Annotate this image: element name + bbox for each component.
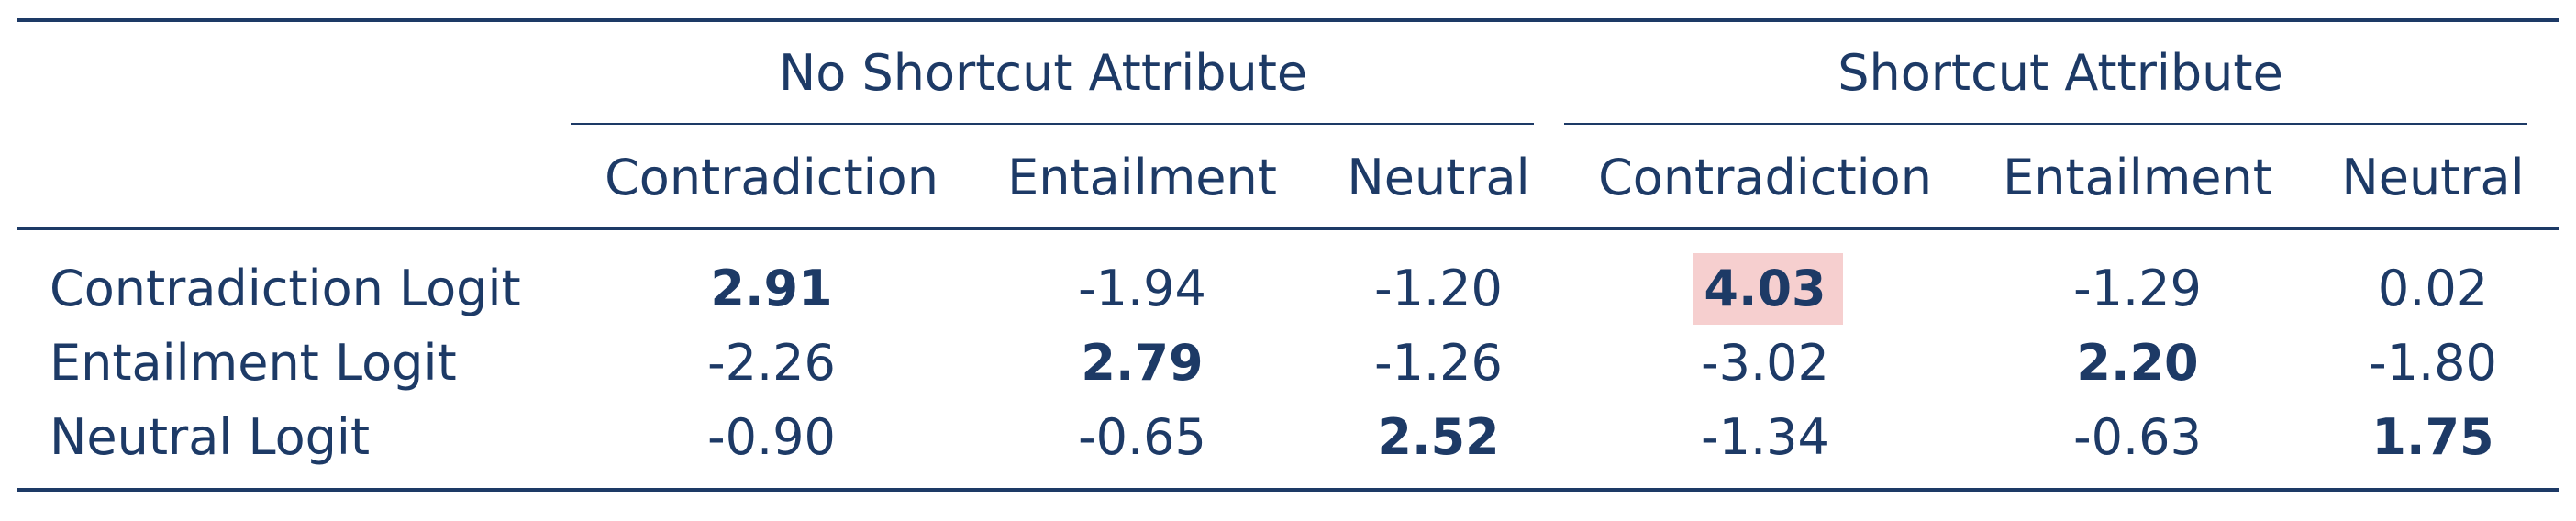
col-header-entailment-2: Entailment (2003, 149, 2272, 206)
table-cell: -1.94 (1078, 260, 1206, 317)
table-cell: -1.20 (1374, 260, 1503, 317)
table-cell: -1.80 (2369, 334, 2497, 392)
group-header-shortcut: Shortcut Attribute (1838, 44, 2283, 102)
table-cell: -3.02 (1701, 334, 1829, 392)
top-rule (17, 18, 2559, 22)
table-cell: -1.26 (1374, 334, 1503, 392)
table-cell: 1.75 (2371, 408, 2494, 466)
table-cell: -1.29 (2073, 260, 2202, 317)
table-cell: -0.63 (2073, 408, 2202, 466)
table-cell-highlighted: 4.03 (1704, 260, 1827, 317)
row-label: Neutral Logit (50, 408, 371, 466)
table-cell: -0.65 (1078, 408, 1206, 466)
row-label: Entailment Logit (50, 334, 457, 392)
table-cell: 2.79 (1081, 334, 1204, 392)
table-cell: 2.20 (2076, 334, 2199, 392)
table-cell: 0.02 (2377, 260, 2489, 317)
group-header-no-shortcut: No Shortcut Attribute (778, 44, 1308, 102)
table-cell: 2.52 (1377, 408, 1500, 466)
col-header-neutral-1: Neutral (1347, 149, 1530, 206)
col-header-contradiction-1: Contradiction (605, 149, 938, 206)
bottom-rule (17, 488, 2559, 492)
header-rule (17, 227, 2559, 230)
highlight-cell (1693, 253, 1843, 325)
group-underline-shortcut (1564, 123, 2527, 125)
col-header-neutral-2: Neutral (2341, 149, 2525, 206)
table-cell: -0.90 (707, 408, 836, 466)
table-cell: -1.34 (1701, 408, 1829, 466)
table-cell: 2.91 (710, 260, 833, 317)
col-header-entailment-1: Entailment (1007, 149, 1277, 206)
col-header-contradiction-2: Contradiction (1598, 149, 1932, 206)
group-underline-no-shortcut (571, 123, 1534, 125)
table-cell: -2.26 (707, 334, 836, 392)
row-label: Contradiction Logit (50, 260, 521, 317)
